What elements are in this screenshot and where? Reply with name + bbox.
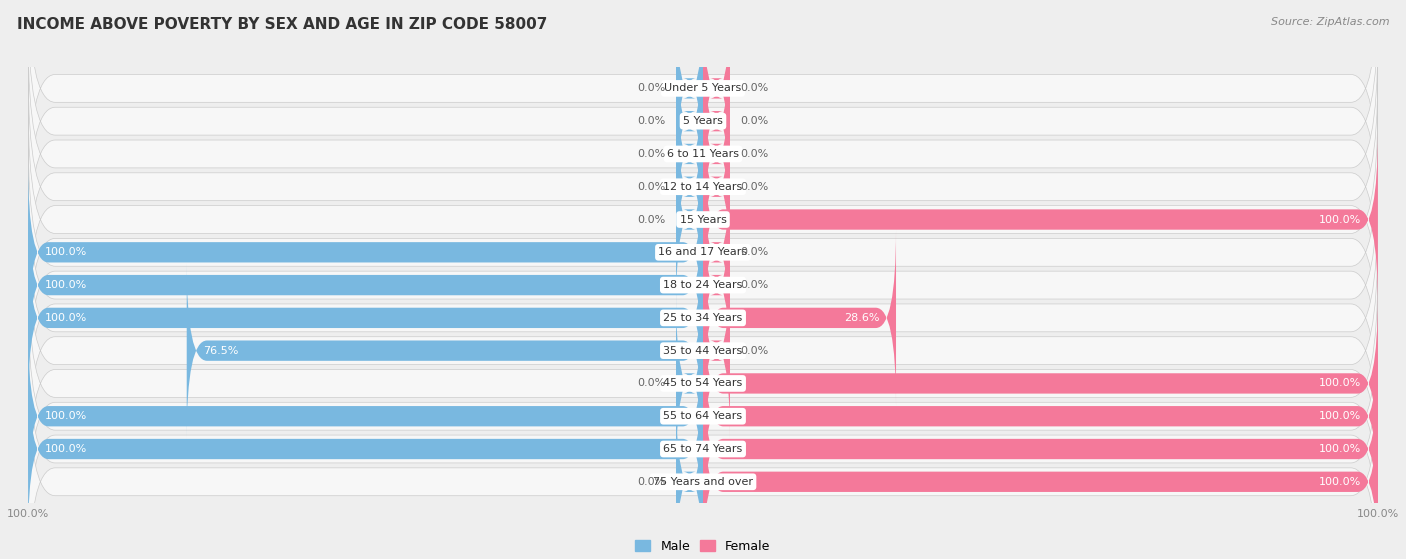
FancyBboxPatch shape bbox=[28, 266, 1378, 501]
FancyBboxPatch shape bbox=[28, 364, 1378, 559]
FancyBboxPatch shape bbox=[28, 299, 1378, 533]
Text: 100.0%: 100.0% bbox=[45, 247, 87, 257]
Text: 0.0%: 0.0% bbox=[740, 247, 768, 257]
Text: 100.0%: 100.0% bbox=[45, 313, 87, 323]
FancyBboxPatch shape bbox=[676, 0, 703, 177]
Text: INCOME ABOVE POVERTY BY SEX AND AGE IN ZIP CODE 58007: INCOME ABOVE POVERTY BY SEX AND AGE IN Z… bbox=[17, 17, 547, 32]
Text: 0.0%: 0.0% bbox=[638, 215, 666, 225]
Text: 100.0%: 100.0% bbox=[1319, 215, 1361, 225]
FancyBboxPatch shape bbox=[28, 332, 1378, 559]
Text: 0.0%: 0.0% bbox=[740, 280, 768, 290]
FancyBboxPatch shape bbox=[703, 164, 730, 340]
FancyBboxPatch shape bbox=[703, 295, 1378, 472]
Text: 0.0%: 0.0% bbox=[638, 477, 666, 487]
Text: 12 to 14 Years: 12 to 14 Years bbox=[664, 182, 742, 192]
Text: 16 and 17 Years: 16 and 17 Years bbox=[658, 247, 748, 257]
FancyBboxPatch shape bbox=[676, 131, 703, 307]
FancyBboxPatch shape bbox=[28, 4, 1378, 238]
Text: 55 to 64 Years: 55 to 64 Years bbox=[664, 411, 742, 421]
FancyBboxPatch shape bbox=[676, 295, 703, 472]
FancyBboxPatch shape bbox=[703, 263, 730, 439]
Text: 28.6%: 28.6% bbox=[844, 313, 879, 323]
FancyBboxPatch shape bbox=[703, 328, 1378, 504]
FancyBboxPatch shape bbox=[28, 164, 703, 340]
Text: 25 to 34 Years: 25 to 34 Years bbox=[664, 313, 742, 323]
Text: 0.0%: 0.0% bbox=[638, 149, 666, 159]
Text: 45 to 54 Years: 45 to 54 Years bbox=[664, 378, 742, 389]
Text: 65 to 74 Years: 65 to 74 Years bbox=[664, 444, 742, 454]
Text: 0.0%: 0.0% bbox=[740, 116, 768, 126]
Text: Under 5 Years: Under 5 Years bbox=[665, 83, 741, 93]
FancyBboxPatch shape bbox=[28, 37, 1378, 271]
FancyBboxPatch shape bbox=[676, 33, 703, 210]
Text: 0.0%: 0.0% bbox=[638, 83, 666, 93]
FancyBboxPatch shape bbox=[676, 66, 703, 242]
FancyBboxPatch shape bbox=[28, 102, 1378, 337]
Text: 100.0%: 100.0% bbox=[1319, 378, 1361, 389]
FancyBboxPatch shape bbox=[703, 66, 730, 242]
Text: 100.0%: 100.0% bbox=[1319, 411, 1361, 421]
Text: 100.0%: 100.0% bbox=[1319, 477, 1361, 487]
Text: 0.0%: 0.0% bbox=[638, 378, 666, 389]
Text: 0.0%: 0.0% bbox=[740, 182, 768, 192]
Text: 100.0%: 100.0% bbox=[1319, 444, 1361, 454]
Legend: Male, Female: Male, Female bbox=[630, 535, 776, 558]
FancyBboxPatch shape bbox=[28, 168, 1378, 402]
FancyBboxPatch shape bbox=[28, 69, 1378, 304]
Text: 100.0%: 100.0% bbox=[45, 280, 87, 290]
FancyBboxPatch shape bbox=[703, 361, 1378, 537]
Text: 100.0%: 100.0% bbox=[45, 444, 87, 454]
FancyBboxPatch shape bbox=[703, 0, 730, 177]
FancyBboxPatch shape bbox=[703, 98, 730, 275]
FancyBboxPatch shape bbox=[28, 328, 703, 504]
FancyBboxPatch shape bbox=[676, 394, 703, 559]
Text: 5 Years: 5 Years bbox=[683, 116, 723, 126]
FancyBboxPatch shape bbox=[703, 394, 1378, 559]
FancyBboxPatch shape bbox=[28, 0, 1378, 206]
FancyBboxPatch shape bbox=[28, 361, 703, 537]
Text: 0.0%: 0.0% bbox=[740, 83, 768, 93]
Text: 6 to 11 Years: 6 to 11 Years bbox=[666, 149, 740, 159]
FancyBboxPatch shape bbox=[28, 234, 1378, 468]
Text: 76.5%: 76.5% bbox=[204, 345, 239, 356]
FancyBboxPatch shape bbox=[187, 263, 703, 439]
FancyBboxPatch shape bbox=[28, 135, 1378, 369]
Text: 0.0%: 0.0% bbox=[740, 149, 768, 159]
Text: 0.0%: 0.0% bbox=[740, 345, 768, 356]
FancyBboxPatch shape bbox=[703, 33, 730, 210]
FancyBboxPatch shape bbox=[28, 197, 703, 373]
Text: Source: ZipAtlas.com: Source: ZipAtlas.com bbox=[1271, 17, 1389, 27]
Text: 0.0%: 0.0% bbox=[638, 116, 666, 126]
FancyBboxPatch shape bbox=[28, 230, 703, 406]
FancyBboxPatch shape bbox=[28, 201, 1378, 435]
Text: 0.0%: 0.0% bbox=[638, 182, 666, 192]
FancyBboxPatch shape bbox=[676, 98, 703, 275]
FancyBboxPatch shape bbox=[703, 197, 730, 373]
Text: 18 to 24 Years: 18 to 24 Years bbox=[664, 280, 742, 290]
Text: 15 Years: 15 Years bbox=[679, 215, 727, 225]
Text: 75 Years and over: 75 Years and over bbox=[652, 477, 754, 487]
Text: 100.0%: 100.0% bbox=[45, 411, 87, 421]
FancyBboxPatch shape bbox=[703, 131, 1378, 307]
FancyBboxPatch shape bbox=[703, 230, 896, 406]
Text: 35 to 44 Years: 35 to 44 Years bbox=[664, 345, 742, 356]
